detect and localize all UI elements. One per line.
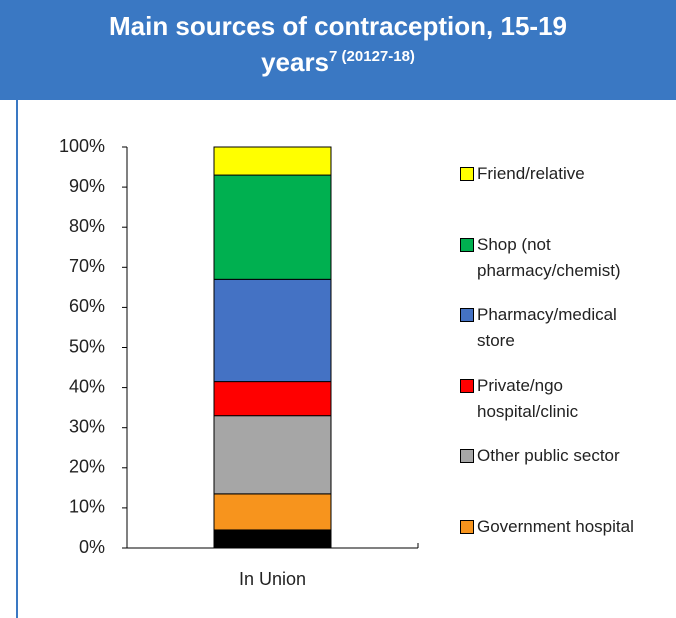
chart-title: Main sources of contraception, 15-19 yea…: [108, 11, 567, 77]
legend-entry: Other public sector: [460, 443, 650, 469]
legend-entry: Shop (not pharmacy/chemist): [460, 232, 650, 284]
bar-segment: [213, 146, 332, 176]
y-tick-label: 100%: [59, 136, 105, 156]
y-tick-label: 10%: [69, 497, 105, 517]
legend-label: Government hospital: [477, 517, 634, 536]
legend-entry: Friend/relative: [460, 161, 650, 187]
legend-label: Other public sector: [477, 446, 620, 466]
legend-entry: Government hospital: [460, 514, 650, 540]
legend-label: Pharmacy/medical store: [477, 305, 617, 351]
y-tick-label: 20%: [69, 457, 105, 477]
border: [16, 100, 18, 618]
y-tick-label: 40%: [69, 376, 105, 396]
y-tick-label: 30%: [69, 416, 105, 436]
y-tick-label: 90%: [69, 176, 105, 196]
legend-swatch: [460, 449, 474, 464]
legend-swatch: [460, 237, 474, 252]
y-tick-label: 0%: [79, 537, 105, 557]
legend-label: Shop (not pharmacy/chemist): [477, 234, 621, 280]
legend-swatch: [460, 308, 474, 323]
y-tick-label: 50%: [69, 336, 105, 356]
x-tick-label: In Union: [239, 569, 306, 589]
legend-swatch: [460, 520, 474, 534]
y-tick-label: 80%: [69, 216, 105, 236]
bar-segment: [213, 278, 332, 383]
bar-segment: [213, 174, 332, 280]
legend-entry: Pharmacy/medical store: [460, 302, 650, 354]
bar-segment: [213, 381, 332, 417]
title-note: 7 (20127-18): [329, 48, 415, 65]
y-tick-label: 70%: [69, 256, 105, 276]
legend-swatch: [460, 167, 474, 181]
bar-segment: [213, 529, 332, 549]
legend-label: Private/ngo hospital/clinic: [477, 375, 579, 421]
header: Main sources of contraception, 15-19 yea…: [0, 0, 676, 100]
legend-swatch: [460, 378, 474, 393]
y-tick-label: 60%: [69, 296, 105, 316]
legend-entry: Private/ngo hospital/clinic: [460, 373, 650, 425]
legend-label: Friend/relative: [477, 164, 585, 183]
bar-segment: [213, 493, 332, 531]
bar-segment: [213, 415, 332, 495]
